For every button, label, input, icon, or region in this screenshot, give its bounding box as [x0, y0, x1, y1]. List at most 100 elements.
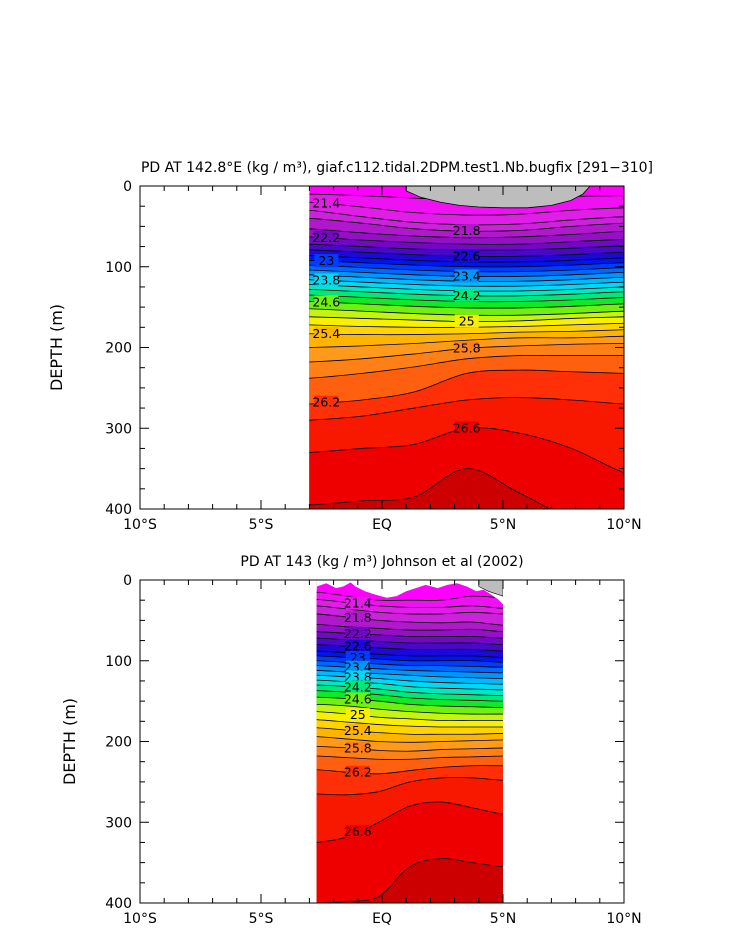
masked-region [405, 186, 591, 209]
contour-label-bg [454, 269, 479, 283]
contour-line-26.2 [316, 765, 503, 775]
contour-label-bg [345, 680, 370, 694]
axis-ticks [139, 579, 625, 904]
contour-line-22.8 [316, 650, 503, 658]
contour-label-bg [345, 611, 370, 625]
y-tick-label: 300 [105, 421, 132, 437]
contour-label: 25.4 [344, 723, 372, 738]
chart-title: PD AT 142.8°E (kg / m³), giaf.c112.tidal… [141, 160, 653, 176]
contour-label-bg [314, 273, 339, 287]
y-tick-label: 100 [105, 654, 132, 670]
contour-line-25.4 [316, 727, 503, 735]
x-tick-label: 5°N [490, 911, 516, 927]
contour-label: 22.6 [453, 248, 481, 263]
contour-label-bg [345, 626, 370, 640]
contour-label-bg [314, 295, 339, 309]
contour-label-bg [454, 288, 479, 302]
contour-line-24.8 [316, 703, 503, 715]
contour-label: 22.2 [312, 230, 340, 245]
y-tick-label: 300 [105, 815, 132, 831]
contour-line-21.8 [316, 613, 503, 626]
y-tick-label: 200 [105, 341, 132, 357]
contour-label: 26.6 [453, 420, 481, 435]
contour-label-bg [454, 421, 479, 435]
contour-line-24.2 [316, 684, 503, 696]
contour-label: 21.4 [312, 196, 340, 211]
contour-label: 21.8 [453, 223, 481, 238]
contour-line-21.4 [316, 598, 503, 609]
masked-region [478, 580, 503, 597]
contour-label-bg [345, 708, 370, 722]
y-tick-label: 0 [123, 573, 132, 589]
contour-label-bg [345, 692, 370, 706]
contour-label-bg [454, 341, 479, 355]
contour-label: 23.4 [453, 268, 481, 283]
x-tick-label: EQ [372, 911, 392, 927]
x-tick-label: 10°N [606, 911, 641, 927]
contour-label-bg [314, 230, 339, 244]
contour-line-22.6 [316, 644, 503, 652]
contour-label: 24.2 [344, 679, 372, 694]
contour-label: 24.6 [344, 691, 372, 706]
contour-label: 21.4 [344, 596, 372, 611]
y-tick-label: 0 [123, 179, 132, 195]
y-tick-label: 400 [105, 896, 132, 912]
contour-line-25.6 [316, 736, 503, 743]
chart-panel-2: 21.421.822.222.62323.423.824.224.62525.4… [60, 554, 642, 927]
contour-lines: 21.421.822.222.62323.423.824.224.62525.4… [316, 580, 503, 903]
contour-line-24 [316, 679, 503, 691]
contour-line-26 [309, 354, 624, 379]
contour-line-23.8 [316, 674, 503, 685]
contour-band-26.8 [316, 858, 503, 903]
contour-label-bg [345, 596, 370, 610]
x-tick-label: 10°N [606, 517, 641, 533]
contour-line-22 [316, 624, 503, 633]
x-tick-label: EQ [372, 517, 392, 533]
y-tick-label: 200 [105, 735, 132, 751]
contour-label: 24.6 [312, 294, 340, 309]
contour-label: 22.6 [344, 639, 372, 654]
contour-label: 25.8 [344, 741, 372, 756]
y-axis-label: DEPTH (m) [47, 304, 66, 391]
contour-label-bg [454, 314, 479, 328]
contour-line-26.6 [316, 801, 503, 843]
contour-line-25.8 [316, 745, 503, 752]
contour-line-23.6 [316, 670, 503, 679]
x-tick-label: 5°N [490, 517, 516, 533]
contour-label-bg [345, 825, 370, 839]
contour-label-bg [345, 723, 370, 737]
contour-label: 23.8 [312, 272, 340, 287]
contour-line-23 [316, 655, 503, 663]
contour-label: 24.2 [453, 288, 481, 303]
chart-title: PD AT 143 (kg / m³) Johnson et al (2002) [240, 554, 523, 570]
contour-line-22.2 [316, 631, 503, 639]
contour-label-bg [345, 741, 370, 755]
contour-lines: 21.4 21.8 22.2 22.6 23 23.4 23.8 24.2 24.6 25 25.4… [309, 186, 624, 509]
contour-label-bg [314, 254, 339, 268]
contour-label: 25.4 [312, 326, 340, 341]
y-tick-label: 400 [105, 502, 132, 518]
contour-line-23.2 [316, 660, 503, 668]
contour-label: 26.2 [344, 765, 372, 780]
chart-panel-1: 21.4 21.8 22.2 22.6 23 23.4 23.8 24.2 24.6 25 25.4… [47, 160, 653, 533]
contour-label-bg [314, 196, 339, 210]
contour-label-bg [454, 224, 479, 238]
contour-label: 25 [459, 314, 475, 329]
contour-line-26.4 [316, 777, 503, 796]
contour-line-26.4 [309, 397, 624, 421]
contour-label-bg [314, 327, 339, 341]
contour-line-21.6 [316, 605, 503, 615]
y-axis-label: DEPTH (m) [60, 698, 79, 785]
contour-line-24.4 [316, 690, 503, 702]
contour-line-21.2 [316, 591, 503, 601]
contour-label-bg [345, 765, 370, 779]
contour-label-bg [454, 249, 479, 263]
x-tick-label: 5°S [249, 517, 274, 533]
contour-label: 22.2 [344, 626, 372, 641]
no-data-gap [316, 580, 503, 605]
contour-line-22.4 [316, 637, 503, 646]
x-tick-label: 5°S [249, 911, 274, 927]
contour-label: 23 [318, 253, 334, 268]
contour-label-bg [314, 395, 339, 409]
contour-line-22 [309, 228, 624, 239]
